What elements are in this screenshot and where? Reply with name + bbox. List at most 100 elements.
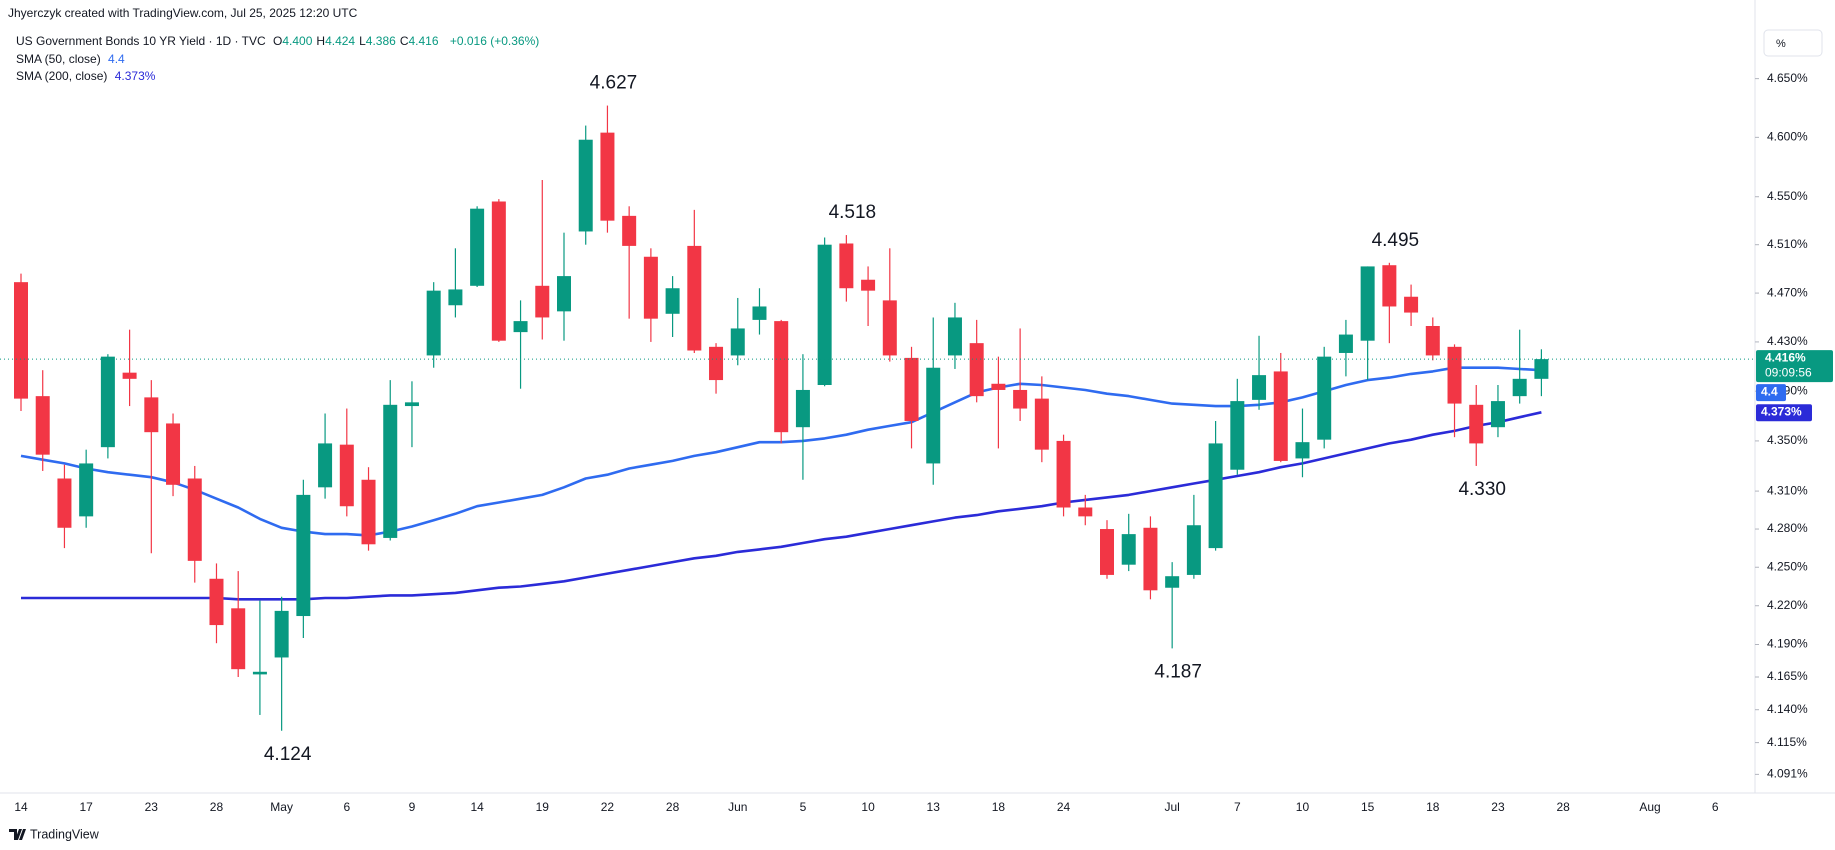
- candle-body: [1078, 507, 1093, 517]
- annotation: 4.187: [1154, 661, 1202, 682]
- candle-body: [947, 317, 962, 356]
- candle-body: [1425, 326, 1440, 356]
- candle-body: [166, 423, 181, 485]
- scale-button-label[interactable]: %: [1776, 38, 1786, 50]
- x-tick-label: 10: [1296, 800, 1310, 814]
- x-tick-label: 18: [1426, 800, 1440, 814]
- candle-body: [774, 321, 789, 433]
- x-tick-label: 10: [861, 800, 875, 814]
- x-tick-label: 6: [1712, 800, 1719, 814]
- x-tick-label: 23: [145, 800, 159, 814]
- candle-body: [1360, 266, 1375, 341]
- x-tick-label: 19: [536, 800, 550, 814]
- candle-body: [122, 372, 137, 379]
- sma200-legend: SMA (200, close) 4.373%: [16, 69, 159, 83]
- candle-body: [383, 404, 398, 538]
- ohlc-key: C: [399, 34, 409, 48]
- legend-name: SMA (200, close): [16, 69, 108, 83]
- legend-value: 4.4: [108, 52, 125, 66]
- scale-button[interactable]: [1763, 29, 1823, 57]
- candle-body: [1469, 404, 1484, 444]
- candle-body: [1273, 371, 1288, 461]
- candle-body: [1056, 440, 1071, 508]
- x-tick-label: 18: [992, 800, 1006, 814]
- brand-logo: [9, 829, 26, 840]
- countdown: 09:09:56: [1765, 365, 1812, 379]
- candle-body: [535, 285, 550, 318]
- sma50-price-label: 4.4: [1761, 384, 1778, 398]
- x-tick-label: 13: [927, 800, 941, 814]
- candle-body: [187, 478, 202, 561]
- ohlc-value: 4.400: [282, 34, 313, 48]
- candle-body: [79, 463, 94, 517]
- candle-body: [991, 383, 1006, 390]
- y-tick-label: 4.190%: [1767, 637, 1808, 651]
- candle-body: [687, 245, 702, 351]
- x-tick-label: 5: [800, 800, 807, 814]
- y-tick-label: 4.310%: [1767, 483, 1808, 497]
- brand-name: TradingView: [30, 827, 100, 841]
- y-tick-label: 4.510%: [1767, 237, 1808, 251]
- last-price-box: [1756, 350, 1833, 383]
- ohlc-key: L: [359, 34, 366, 48]
- candle-body: [426, 290, 441, 356]
- y-tick-label: 4.140%: [1767, 702, 1808, 716]
- candle-body: [1121, 534, 1136, 565]
- x-tick-label: Aug: [1639, 800, 1660, 814]
- x-tick-label: Jun: [728, 800, 747, 814]
- candle-body: [1186, 525, 1201, 575]
- candle-body: [57, 478, 72, 528]
- candle-body: [339, 444, 354, 507]
- candle-body: [1252, 375, 1267, 400]
- y-tick-label: 4.350%: [1767, 433, 1808, 447]
- sma50-price-box: [1756, 384, 1786, 402]
- sma200-price-label: 4.373%: [1761, 404, 1802, 418]
- candle-body: [318, 443, 333, 488]
- candle-body: [600, 132, 615, 221]
- candle-body: [14, 282, 28, 399]
- candle-body: [209, 578, 224, 626]
- candle-body: [513, 321, 528, 333]
- candle-body: [1512, 378, 1527, 397]
- y-tick-label: 4.280%: [1767, 521, 1808, 535]
- candle-body: [361, 479, 376, 545]
- annotation: 4.124: [264, 744, 312, 765]
- x-tick-label: 22: [601, 800, 615, 814]
- candle-body: [817, 244, 832, 386]
- candle-body: [296, 494, 311, 617]
- candle-body: [795, 389, 810, 428]
- legend-value: 4.373%: [114, 69, 156, 83]
- candle-body: [1404, 296, 1419, 313]
- candle-body: [1100, 529, 1114, 575]
- x-tick-label: Jul: [1164, 800, 1179, 814]
- candle-body: [752, 306, 767, 320]
- legend-change: +0.016 (+0.36%): [449, 34, 540, 48]
- candle-body: [622, 215, 637, 246]
- candle-body: [1338, 334, 1353, 353]
- candle-body: [665, 288, 680, 314]
- candle-body: [448, 289, 463, 306]
- candle-body: [643, 256, 658, 319]
- x-tick-label: 9: [409, 800, 416, 814]
- candle-body: [231, 608, 246, 670]
- y-tick-label: 4.650%: [1767, 71, 1808, 85]
- legend-name: SMA (50, close): [16, 52, 101, 66]
- x-tick-label: 14: [14, 800, 28, 814]
- x-tick-label: 7: [1234, 800, 1241, 814]
- candle-body: [274, 610, 289, 658]
- x-tick-label: 28: [1556, 800, 1570, 814]
- ohlc-value: 4.416: [408, 34, 439, 48]
- x-tick-label: May: [270, 800, 293, 814]
- x-tick-label: 24: [1057, 800, 1071, 814]
- sma200-price-box: [1756, 404, 1812, 422]
- candle-body: [861, 279, 876, 291]
- main-legend: US Government Bonds 10 YR Yield · 1D · T…: [16, 34, 543, 48]
- candle-body: [1230, 401, 1245, 470]
- candle-body: [709, 346, 724, 381]
- x-tick-label: 17: [79, 800, 93, 814]
- y-tick-label: 4.091%: [1767, 767, 1808, 781]
- ohlc-legend: O4.400 H4.424 L4.386 C4.416: [273, 34, 443, 48]
- candle-body: [144, 397, 159, 433]
- legend-title: US Government Bonds 10 YR Yield · 1D · T…: [16, 34, 266, 48]
